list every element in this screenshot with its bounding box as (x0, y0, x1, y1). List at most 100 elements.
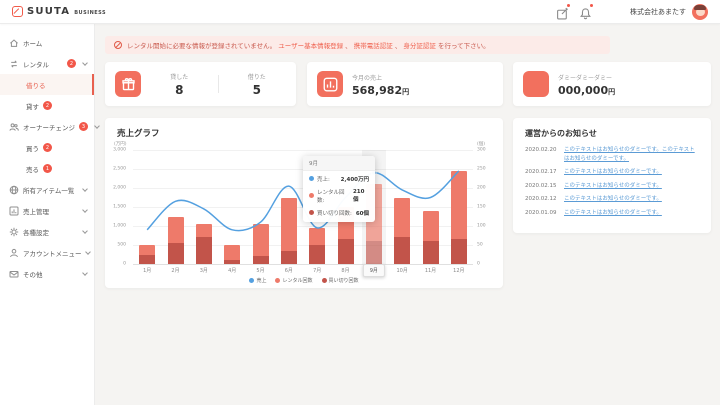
avatar-hair (694, 4, 706, 10)
chart-bar-buyout-segment (224, 260, 241, 264)
sidebar-item-owned-items[interactable]: 所有アイテム一覧 (0, 179, 94, 200)
chart-bar-3月[interactable] (195, 224, 212, 264)
tooltip-label: 売上: (317, 176, 330, 183)
borrow-value: 5 (252, 83, 261, 97)
announcements-card: 運営からのお知らせ 2020.02.20 このテキストはお知らせのダミーです。こ… (513, 118, 711, 233)
sidebar-item-label: 売る (26, 165, 39, 174)
chart-bar-12月[interactable] (450, 170, 467, 264)
gridline (133, 245, 473, 246)
chart-bar-buyout-segment (309, 245, 326, 264)
y-axis-tick-left: 2,000 (113, 185, 126, 191)
monthly-sales-value: 568,982円 (352, 85, 409, 96)
announcement-date: 2020.02.15 (525, 182, 557, 189)
announcement-link[interactable]: このテキストはお知らせのダミーです。 (564, 209, 662, 216)
monthly-sales-stat: 今月の売上 568,982円 (352, 73, 409, 96)
avatar[interactable] (692, 3, 708, 20)
announcement-date: 2020.02.17 (525, 169, 557, 176)
buy-badge: 2 (43, 143, 52, 152)
chart-tooltip: 9月 売上: 2,400万円 レンタル回数: 210個 買い切り回数: 60個 (303, 156, 375, 222)
compose-icon[interactable] (556, 3, 571, 20)
chart-bar-10月[interactable] (394, 197, 411, 264)
announcement-link[interactable]: このテキストはお知らせのダミーです。このテキストはお知らせのダミーです。 (564, 147, 695, 162)
sidebar-item-label: 売上管理 (23, 207, 49, 216)
sidebar-item-home[interactable]: ホーム (0, 32, 94, 53)
monthly-sales-card: 今月の売上 568,982円 (307, 62, 503, 106)
sidebar-item-label: 各種設定 (23, 228, 49, 237)
y-axis-tick-right: 150 (477, 204, 486, 210)
sidebar-item-label: レンタル (23, 60, 49, 69)
chart-bar-7月[interactable] (309, 227, 326, 264)
chart-bar-6月[interactable] (280, 197, 297, 264)
dummy-label: ダミーダミーダミー (558, 74, 613, 82)
divider (217, 75, 219, 93)
announcement-link[interactable]: このテキストはお知らせのダミーです。 (564, 182, 662, 189)
left-axis-unit: (万円) (114, 142, 127, 147)
chart-legend: 売上 レンタル回数 買い切り回数 (105, 277, 503, 284)
sidebar-item-label: 貸す (26, 102, 39, 111)
sidebar-item-settings[interactable]: 各種設定 (0, 221, 94, 242)
sidebar-item-sell[interactable]: 売る 1 (0, 158, 94, 179)
announcement-link[interactable]: このテキストはお知らせのダミーです。 (564, 196, 662, 203)
legend-item-buyout[interactable]: 買い切り回数 (321, 277, 359, 284)
app-logo[interactable]: SUUTA BUSINESS (12, 6, 106, 17)
tooltip-label: 買い切り回数: (317, 210, 352, 217)
sidebar-item-label: 買う (26, 144, 39, 153)
tooltip-value: 210個 (352, 188, 365, 203)
gift-icon (115, 71, 141, 97)
legend-item-rental[interactable]: レンタル回数 (275, 277, 313, 284)
sidebar-item-other[interactable]: その他 (0, 263, 94, 284)
sidebar-item-label: 借りる (26, 81, 46, 90)
chart-bar-4月[interactable] (224, 245, 241, 264)
x-axis-label: 12月 (453, 268, 465, 274)
chevron-down-icon (82, 227, 88, 234)
alert-message-suffix: を行って下さい。 (437, 42, 490, 50)
chart-bar-buyout-segment (422, 241, 439, 264)
chart-title: 売上グラフ (117, 129, 160, 139)
sidebar-item-buy[interactable]: 買う 2 (0, 137, 94, 158)
sidebar-item-lend[interactable]: 貸す 2 (0, 95, 94, 116)
gridline (133, 150, 473, 151)
sidebar-item-label: その他 (23, 270, 43, 279)
monthly-sales-label: 今月の売上 (352, 74, 383, 82)
sidebar-item-owner-change[interactable]: オーナーチェンジ 3 (0, 116, 100, 137)
announcement-link[interactable]: このテキストはお知らせのダミーです。 (564, 169, 662, 176)
chart-bar-5月[interactable] (252, 224, 269, 264)
company-name[interactable]: 株式会社あまたす (630, 7, 686, 16)
warning-icon (114, 41, 122, 49)
alert-link-phone-verify[interactable]: 携帯電話認証 (353, 42, 393, 50)
sidebar-item-sales-management[interactable]: 売上管理 (0, 200, 94, 221)
sidebar-item-borrow[interactable]: 借りる (0, 74, 94, 95)
sidebar-item-account-menu[interactable]: アカウントメニュー (0, 242, 94, 263)
chart-bar-2月[interactable] (167, 216, 184, 264)
list-item: 2020.01.09 このテキストはお知らせのダミーです。 (525, 209, 699, 218)
chart-bar-buyout-segment (280, 250, 297, 264)
chart-bar-buyout-segment (252, 256, 269, 264)
rental-icon (9, 59, 19, 69)
legend-item-sales[interactable]: 売上 (249, 277, 266, 284)
borrow-label: 借りた (247, 74, 266, 81)
bell-icon[interactable] (579, 3, 594, 20)
bell-notification-badge (589, 3, 594, 8)
gridline (133, 264, 473, 265)
dummy-stat: ダミーダミーダミー 000,000円 (558, 73, 615, 96)
suuta-logo-icon (12, 6, 23, 17)
app-header: SUUTA BUSINESS 株式会社あまたす (0, 0, 720, 24)
chart-bar-buyout-segment (394, 237, 411, 264)
alert-link-id-verify[interactable]: 身分証認証 (403, 42, 436, 50)
sidebar-item-rental[interactable]: レンタル 2 (0, 53, 94, 74)
tooltip-value: 2,400万円 (340, 176, 369, 183)
sidebar-item-label: ホーム (23, 39, 43, 48)
legend-dot (321, 278, 327, 283)
legend-label: 買い切り回数 (328, 278, 359, 284)
sidebar-item-label: オーナーチェンジ (23, 123, 75, 132)
alert-link-user-info[interactable]: ユーザー基本情報登録 (278, 42, 344, 50)
chevron-down-icon (82, 185, 88, 192)
alert-separator: 、 (394, 42, 402, 50)
sales-icon (9, 206, 19, 216)
tooltip-value: 60個 (355, 210, 369, 217)
chart-bar-1月[interactable] (139, 245, 156, 264)
lend-label: 貸した (170, 74, 189, 81)
announcements-title: 運営からのお知らせ (525, 129, 597, 138)
chart-bar-11月[interactable] (422, 210, 439, 264)
gridline (133, 226, 473, 227)
